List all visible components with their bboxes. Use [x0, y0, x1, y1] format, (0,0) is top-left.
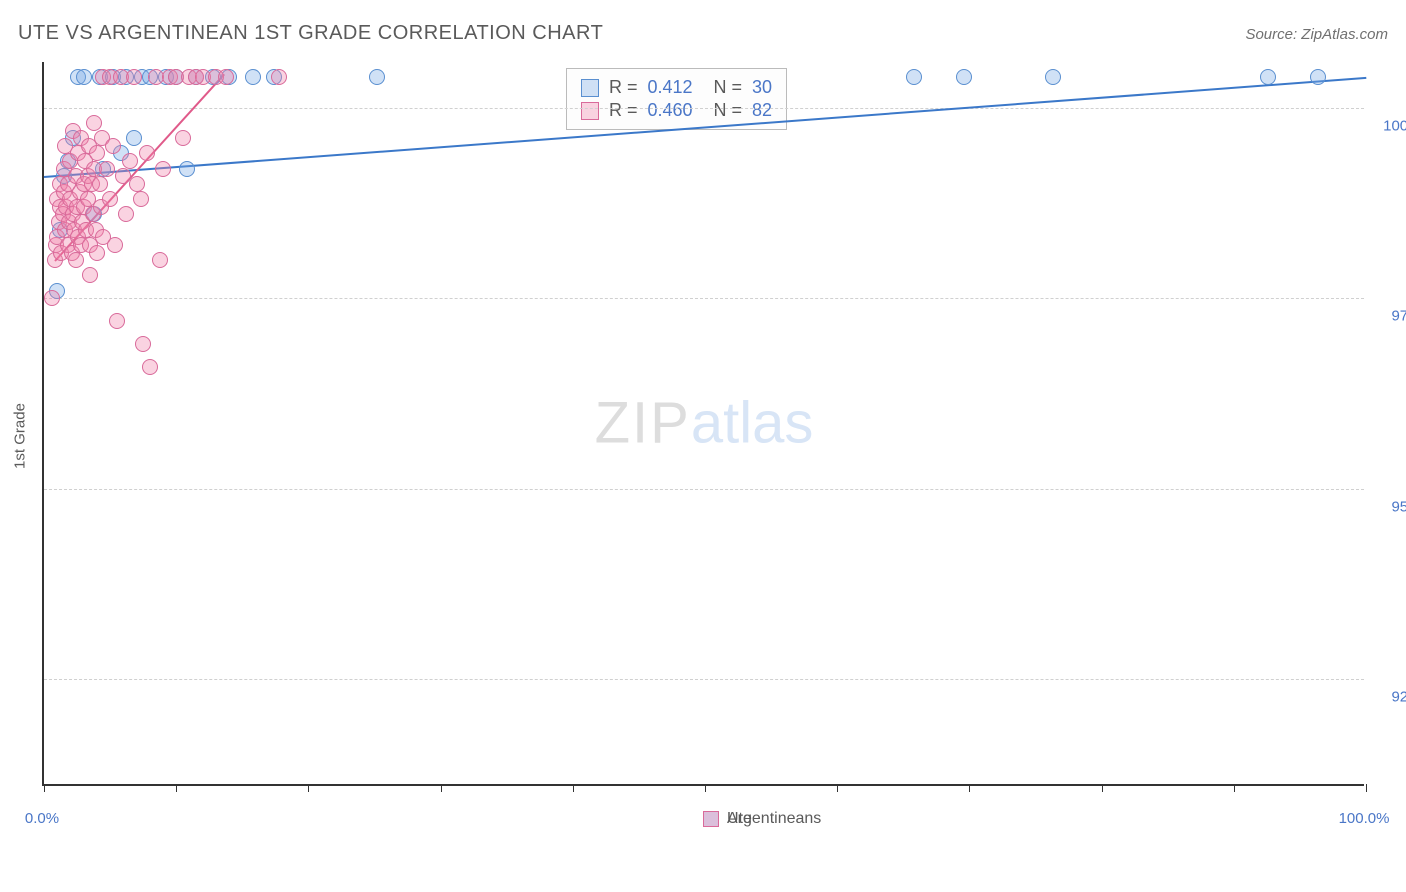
y-tick-label: 92.5% [1374, 689, 1406, 706]
data-point [126, 130, 142, 146]
r-value: 0.460 [648, 100, 704, 121]
data-point [68, 252, 84, 268]
data-point [133, 191, 149, 207]
data-point [1310, 69, 1326, 85]
gridline [44, 679, 1364, 680]
y-tick-label: 100.0% [1374, 117, 1406, 134]
data-point [369, 69, 385, 85]
data-point [122, 153, 138, 169]
data-point [956, 69, 972, 85]
data-point [118, 206, 134, 222]
data-point [109, 313, 125, 329]
x-tick [705, 784, 706, 792]
data-point [142, 359, 158, 375]
n-label: N = [714, 77, 743, 98]
data-point [129, 176, 145, 192]
x-tick-label: 0.0% [25, 810, 59, 827]
x-tick [308, 784, 309, 792]
data-point [92, 176, 108, 192]
data-point [86, 115, 102, 131]
data-point [102, 191, 118, 207]
data-point [906, 69, 922, 85]
n-value: 82 [752, 100, 772, 121]
data-point [89, 145, 105, 161]
x-tick [1366, 784, 1367, 792]
x-tick [44, 784, 45, 792]
correlation-stats-box: R = 0.412 N = 30 R = 0.460 N = 82 [566, 68, 787, 130]
legend-label: Argentineans [727, 810, 821, 828]
data-point [152, 252, 168, 268]
series-swatch [581, 102, 599, 120]
source-attribution: Source: ZipAtlas.com [1245, 26, 1388, 43]
data-point [175, 130, 191, 146]
y-axis-label: 1st Grade [12, 403, 29, 469]
gridline [44, 298, 1364, 299]
data-point [76, 69, 92, 85]
data-point [245, 69, 261, 85]
data-point [1045, 69, 1061, 85]
data-point [155, 161, 171, 177]
legend-swatch [703, 811, 719, 827]
x-tick [969, 784, 970, 792]
x-tick [1234, 784, 1235, 792]
y-tick-label: 97.5% [1374, 308, 1406, 325]
chart-area: 1st Grade ZIPatlas R =0.412N =30R =0.460… [42, 62, 1364, 810]
watermark-atlas: atlas [691, 391, 814, 456]
data-point [99, 161, 115, 177]
chart-title: UTE VS ARGENTINEAN 1ST GRADE CORRELATION… [18, 22, 603, 45]
data-point [126, 69, 142, 85]
r-label: R = [609, 100, 638, 121]
plot-region: ZIPatlas R =0.412N =30R =0.460N =82 92.5… [42, 62, 1364, 786]
data-point [135, 336, 151, 352]
x-tick [1102, 784, 1103, 792]
gridline [44, 108, 1364, 109]
data-point [44, 290, 60, 306]
stat-row: R = 0.460 N = 82 [581, 100, 772, 121]
n-label: N = [714, 100, 743, 121]
watermark-zip: ZIP [595, 391, 691, 456]
x-tick-label: 100.0% [1339, 810, 1390, 827]
x-tick [837, 784, 838, 792]
data-point [82, 267, 98, 283]
r-label: R = [609, 77, 638, 98]
watermark: ZIPatlas [595, 390, 814, 457]
x-tick [573, 784, 574, 792]
legend-item: Argentineans [703, 810, 821, 828]
data-point [271, 69, 287, 85]
data-point [179, 161, 195, 177]
data-point [139, 145, 155, 161]
x-tick [441, 784, 442, 792]
x-tick [176, 784, 177, 792]
data-point [89, 245, 105, 261]
data-point [107, 237, 123, 253]
stat-row: R = 0.412 N = 30 [581, 77, 772, 98]
series-swatch [581, 79, 599, 97]
data-point [218, 69, 234, 85]
data-point [105, 138, 121, 154]
data-point [1260, 69, 1276, 85]
gridline [44, 489, 1364, 490]
y-tick-label: 95.0% [1374, 498, 1406, 515]
n-value: 30 [752, 77, 772, 98]
r-value: 0.412 [648, 77, 704, 98]
